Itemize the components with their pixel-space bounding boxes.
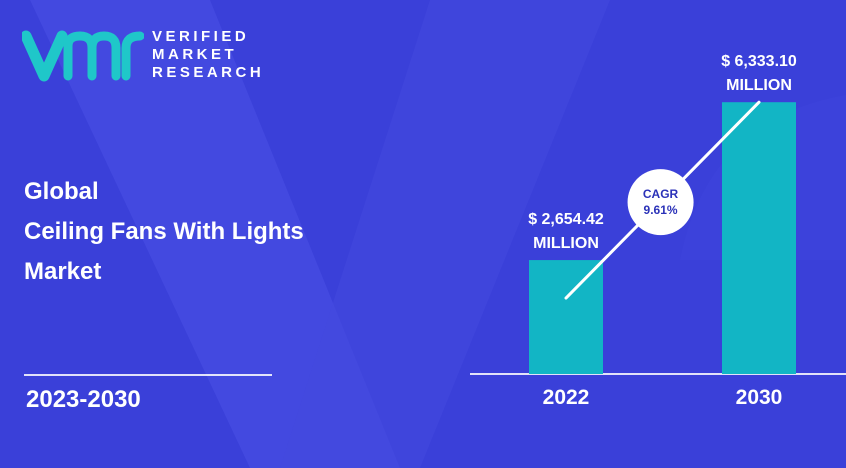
forecast-period: 2023-2030: [26, 386, 141, 413]
vmr-logo-icon: [22, 30, 144, 82]
title-line-3: Market: [24, 258, 102, 285]
title-line-2: Ceiling Fans With Lights: [24, 218, 304, 245]
cagr-badge: [627, 169, 694, 236]
divider-line: [24, 374, 272, 376]
brand-line-2: MARKET: [152, 46, 238, 63]
value-label-2022: $ 2,654.42: [528, 211, 604, 228]
value-label-2030: $ 6,333.10: [721, 53, 797, 70]
brand-line-3: RESEARCH: [152, 64, 265, 81]
tick-label-2022: 2022: [543, 386, 590, 409]
brand-line-1: VERIFIED: [152, 28, 250, 45]
cagr-value: 9.61%: [644, 203, 678, 217]
bar-2030: [722, 102, 796, 374]
value-unit-2030: MILLION: [726, 77, 792, 94]
title-line-1: Global: [24, 178, 99, 205]
cagr-label: CAGR: [643, 187, 679, 201]
brand-name: VERIFIED MARKET RESEARCH: [152, 28, 264, 82]
bar-2022: [529, 260, 603, 374]
brand-logo: VERIFIED MARKET RESEARCH: [22, 26, 264, 84]
tick-label-2030: 2030: [736, 386, 783, 409]
value-unit-2022: MILLION: [533, 235, 599, 252]
page-title: Global Ceiling Fans With Lights Market: [24, 172, 304, 292]
